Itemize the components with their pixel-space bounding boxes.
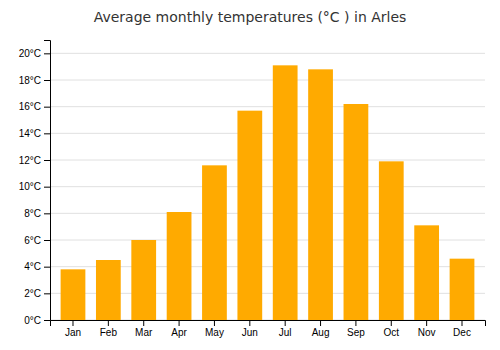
x-axis-line: [51, 321, 486, 327]
x-tick-mark: [179, 320, 180, 326]
y-tick: 14°C: [19, 128, 50, 139]
y-tick-label: 4°C: [24, 261, 41, 272]
plot: 0°C 2°C 4°C 6°C 8°C 10°C 12°C 14°C 16°C 18°C 20°C J…: [19, 41, 486, 339]
x-tick: Oct: [383, 320, 399, 338]
x-tick-mark: [108, 320, 109, 326]
y-tick-label: 12°C: [19, 155, 41, 166]
x-tick-mark: [214, 320, 215, 326]
y-tick: 16°C: [19, 101, 50, 112]
x-tick: Dec: [453, 320, 471, 338]
y-tick: 6°C: [24, 235, 50, 246]
y-tick: 20°C: [19, 48, 50, 59]
y-tick-mark: [44, 320, 50, 321]
chart: 0°C 2°C 4°C 6°C 8°C 10°C 12°C 14°C 16°C 18°C 20°C J…: [0, 0, 500, 350]
y-tick-mark: [44, 53, 50, 54]
y-tick-mark: [44, 107, 50, 108]
x-tick-label: May: [205, 327, 224, 338]
bar: [450, 259, 475, 320]
y-tick-label: 8°C: [24, 208, 41, 219]
y-tick-label: 6°C: [24, 235, 41, 246]
x-tick: Aug: [312, 320, 330, 338]
y-axis-line: [44, 41, 51, 321]
x-tick-mark: [320, 320, 321, 326]
y-tick-mark: [44, 187, 50, 188]
x-tick-label: Feb: [100, 327, 118, 338]
x-tick: Sep: [347, 320, 365, 338]
x-tick-label: Apr: [171, 327, 187, 338]
x-tick: Mar: [135, 320, 153, 338]
y-tick-mark: [44, 160, 50, 161]
bar: [131, 240, 156, 320]
x-tick: Jan: [65, 320, 81, 338]
y-tick: 18°C: [19, 75, 50, 86]
bars: [61, 65, 475, 320]
y-tick-label: 2°C: [24, 288, 41, 299]
bar: [379, 161, 404, 320]
y-tick: 12°C: [19, 155, 50, 166]
x-tick-label: Aug: [312, 327, 330, 338]
y-tick-label: 10°C: [19, 181, 41, 192]
x-tick: Apr: [171, 320, 187, 338]
grid-line: [50, 53, 485, 54]
y-tick: 4°C: [24, 261, 50, 272]
grid-line: [50, 186, 485, 187]
y-tick-mark: [44, 80, 50, 81]
bar: [61, 269, 86, 320]
y-tick-label: 0°C: [24, 315, 41, 326]
y-tick-mark: [44, 133, 50, 134]
bar: [202, 165, 227, 320]
grid-line: [50, 133, 485, 134]
y-tick-label: 18°C: [19, 75, 41, 86]
x-tick-label: Mar: [135, 327, 153, 338]
title: Average monthly temperatures (°C ) in Ar…: [94, 9, 407, 25]
grid-line: [50, 160, 485, 161]
x-axis: Jan Feb Mar Apr May Jun Jul Aug Sep Oct Nov Dec: [51, 320, 486, 338]
x-tick-mark: [143, 320, 144, 326]
y-tick-mark: [44, 293, 50, 294]
y-tick: 0°C: [24, 315, 50, 326]
bar: [344, 104, 369, 320]
x-tick: Feb: [100, 320, 118, 338]
bar: [273, 65, 298, 320]
x-tick-mark: [426, 320, 427, 326]
y-tick-mark: [44, 240, 50, 241]
y-tick-label: 20°C: [19, 48, 41, 59]
x-tick-label: Jan: [65, 327, 81, 338]
grid-line: [50, 106, 485, 107]
y-tick: 2°C: [24, 288, 50, 299]
bar: [167, 212, 192, 320]
y-tick: 8°C: [24, 208, 50, 219]
y-axis: 0°C 2°C 4°C 6°C 8°C 10°C 12°C 14°C 16°C 18°C 20°C: [19, 41, 51, 326]
x-tick: Jun: [242, 320, 258, 338]
x-tick-mark: [249, 320, 250, 326]
x-tick-label: Dec: [453, 327, 471, 338]
x-tick-mark: [462, 320, 463, 326]
bar: [237, 111, 262, 320]
x-tick: Nov: [418, 320, 436, 338]
x-tick-label: Jul: [279, 327, 292, 338]
y-tick-label: 14°C: [19, 128, 41, 139]
x-tick-label: Jun: [242, 327, 258, 338]
x-tick: Jul: [279, 320, 292, 338]
x-tick-mark: [391, 320, 392, 326]
x-tick-label: Sep: [347, 327, 365, 338]
y-tick-label: 16°C: [19, 101, 41, 112]
bar: [414, 225, 439, 320]
y-tick: 10°C: [19, 181, 50, 192]
bar: [308, 69, 333, 320]
y-tick-mark: [44, 267, 50, 268]
x-tick: May: [205, 320, 224, 338]
x-tick-label: Nov: [418, 327, 436, 338]
x-tick-mark: [72, 320, 73, 326]
x-tick-label: Oct: [383, 327, 399, 338]
bar: [96, 260, 121, 320]
x-tick-mark: [285, 320, 286, 326]
grid-line: [50, 213, 485, 214]
grid-line: [50, 80, 485, 81]
x-tick-mark: [355, 320, 356, 326]
grid: [50, 53, 485, 320]
y-tick-mark: [44, 213, 50, 214]
